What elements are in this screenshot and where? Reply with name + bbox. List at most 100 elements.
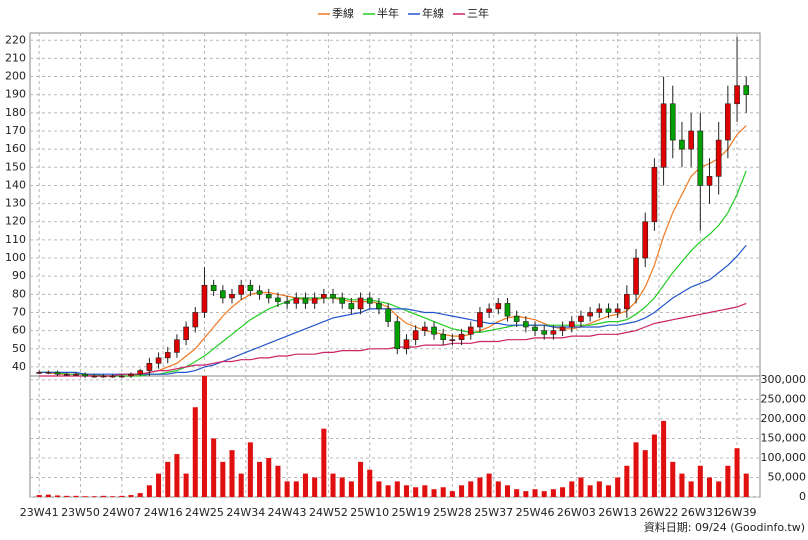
candle-body (321, 294, 327, 299)
volume-bar (642, 450, 648, 497)
candle-body (412, 330, 419, 341)
volume-bar (385, 485, 391, 497)
candle-body (743, 85, 750, 96)
candle-body (578, 315, 584, 322)
candle-body (91, 375, 98, 378)
candle-body (164, 352, 171, 359)
candle-body (651, 166, 658, 223)
y-tick-label: 40 (12, 360, 26, 373)
candle-body (394, 321, 401, 350)
candle-body (220, 290, 226, 299)
volume-bar (220, 461, 226, 497)
candle-body (330, 294, 336, 299)
volume-bar (605, 485, 612, 497)
candle-body (357, 297, 364, 310)
candle-body (660, 103, 667, 168)
x-tick-label: 24W52 (309, 506, 348, 519)
volume-bar (431, 489, 437, 497)
candle-body (486, 308, 492, 313)
volume-bar (293, 481, 299, 497)
volume-bar (706, 477, 713, 497)
candle-body (366, 297, 373, 304)
volume-bar (156, 473, 162, 497)
candle-body (100, 375, 107, 378)
y2-tick-label: 50,000 (768, 470, 807, 483)
volume-frame (29, 375, 761, 498)
volume-bar (716, 481, 722, 497)
volume-bar (82, 496, 88, 497)
candle-body (201, 284, 208, 313)
volume-bar (146, 485, 152, 497)
legend-label: 季線 (332, 6, 354, 20)
volume-bar (615, 477, 621, 497)
candle-body (458, 333, 465, 341)
volume-bar (449, 491, 455, 497)
candle-body (725, 103, 731, 141)
y2-tick-label: 0 (799, 490, 806, 503)
x-tick-label: 25W19 (392, 506, 431, 519)
candle-body (614, 308, 621, 313)
volume-bar (587, 485, 593, 497)
volume-bar (174, 454, 180, 497)
candle-body (183, 326, 189, 341)
volume-bar (266, 457, 272, 497)
volume-bar (679, 473, 685, 497)
x-tick-label: 24W07 (102, 506, 141, 519)
volume-bar (743, 473, 749, 497)
y2-tick-label: 100,000 (761, 451, 807, 464)
candle-body (550, 330, 557, 335)
candle-body (63, 373, 70, 376)
volume-bar (73, 495, 79, 497)
candle-body (36, 372, 43, 374)
candle-body (596, 308, 603, 313)
volume-bar (211, 438, 217, 497)
y-tick-label: 80 (12, 287, 26, 300)
volume-bar (697, 465, 703, 497)
volume-bar (468, 481, 474, 497)
candle-body (642, 221, 649, 259)
volume-bar (64, 495, 70, 497)
x-tick-label: 24W25 (185, 506, 224, 519)
volume-bar (422, 485, 428, 497)
volume-bar (523, 491, 529, 497)
y-tick-label: 190 (5, 88, 26, 101)
candle-body (568, 321, 575, 328)
candle-body (45, 372, 52, 374)
candle-body (715, 139, 722, 177)
volume-bar (339, 477, 345, 497)
candle-body (155, 357, 162, 364)
volume-bar (321, 428, 327, 497)
candle-body (633, 257, 639, 295)
x-tick-label: 26W39 (718, 506, 757, 519)
volume-bar (110, 496, 116, 497)
volume-bar (440, 487, 446, 497)
candle-body (449, 339, 456, 342)
volume-bar (495, 481, 501, 497)
y-tick-label: 60 (12, 324, 26, 337)
volume-bar (55, 495, 61, 497)
volume-bar (312, 477, 318, 497)
y-tick-label: 160 (5, 142, 26, 155)
candle-body (587, 312, 593, 317)
volume-bar (413, 487, 419, 497)
ma-line (39, 244, 747, 375)
candle-body (118, 375, 125, 378)
candle-body (265, 294, 272, 299)
volume-bar (201, 376, 207, 497)
volume-bar (596, 481, 602, 497)
y-tick-label: 100 (5, 251, 26, 264)
y-tick-label: 210 (5, 51, 26, 64)
volume-bar (165, 461, 171, 497)
ma-line (39, 302, 747, 377)
volume-bar (238, 473, 244, 497)
volume-bar (624, 465, 630, 497)
candle-body (284, 301, 290, 304)
candle-body (513, 315, 520, 322)
y2-tick-label: 150,000 (761, 431, 807, 444)
y-tick-label: 150 (5, 160, 26, 173)
volume-bar (459, 485, 465, 497)
legend-label: 三年 (467, 6, 489, 20)
candle-body (559, 326, 566, 331)
volume-bar (633, 442, 639, 497)
